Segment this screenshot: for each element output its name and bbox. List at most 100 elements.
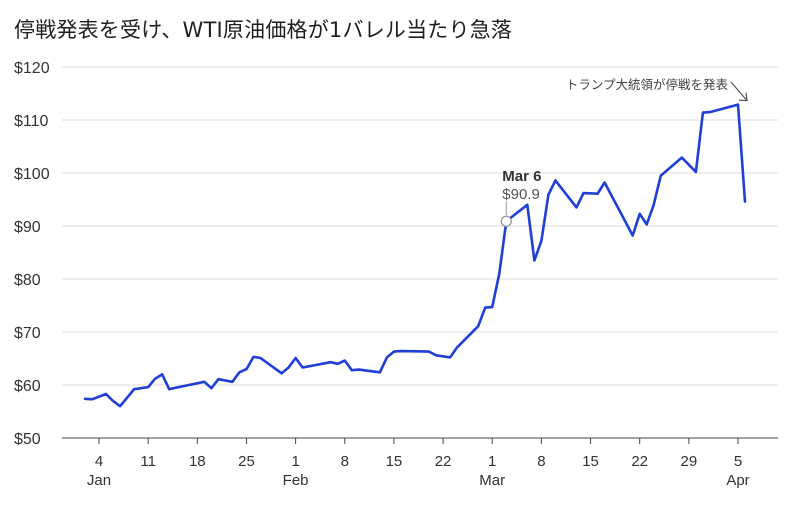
data-point [582,192,585,195]
data-point [329,361,332,364]
data-point [400,350,402,352]
x-tick-label: 18 [189,453,206,470]
data-point [456,346,459,349]
data-point [680,156,683,159]
data-point [498,272,501,275]
y-tick-label: $110 [14,113,49,130]
data-point [91,398,93,401]
grid-lines [62,66,778,439]
data-point [449,356,451,359]
data-point [238,371,241,374]
chart-title: 停戦発表を受け、WTI原油価格が1バレル当たり急落 [14,18,513,42]
y-tick-label: $90 [14,219,41,236]
data-point [596,192,599,195]
data-point [105,393,107,395]
x-tick-label: 15 [582,453,599,470]
x-tick-label: 15 [386,453,403,470]
month-label: Mar [479,472,505,489]
data-point [393,350,395,353]
y-tick-label: $70 [14,325,41,342]
data-point [484,306,487,309]
data-point [547,193,550,196]
data-point [154,377,157,380]
data-point [701,111,704,114]
data-point [133,388,136,391]
data-point [491,306,494,308]
data-point [350,369,353,372]
x-tick-label: 22 [435,453,452,470]
data-point [112,400,114,402]
data-point [603,181,606,184]
annotation-arrow-line [730,81,748,102]
data-point [210,387,213,390]
x-tick-label: 1 [291,453,299,470]
month-label: Apr [726,472,749,489]
x-tick-label: 8 [537,453,545,470]
data-point [231,380,234,383]
x-tick-label: 5 [734,453,742,470]
data-point [217,378,220,381]
month-label: Jan [87,472,111,489]
data-point [252,356,255,358]
x-tick-label: 8 [341,453,349,470]
ceasefire-annotation: トランプ大統領が停戦を発表 [566,77,729,92]
data-point [744,200,746,203]
y-axis-tick-labels: $120 $110 $100 $90 $80 $70 $60 $50 [14,60,50,448]
x-tick-label: 4 [95,453,103,470]
data-point [645,223,648,226]
y-tick-label: $100 [14,166,50,183]
x-tick-label: 25 [238,453,255,470]
data-point [301,366,304,369]
x-tick-label: 29 [681,453,698,470]
data-point [428,350,430,353]
series-line [83,103,747,408]
x-tick-label: 22 [631,453,648,470]
y-tick-label: $60 [14,378,41,395]
data-point [631,234,634,237]
data-point [709,111,711,113]
month-label: Feb [283,472,309,489]
data-point [526,203,529,206]
data-point [280,372,283,375]
x-tick-label: 11 [140,453,156,470]
data-point [477,325,480,328]
data-point [287,366,290,369]
data-point [119,405,121,408]
data-point [533,259,536,262]
data-point [175,386,178,389]
data-point [540,239,543,242]
data-point [336,362,339,365]
annotation-arrow-head [738,92,748,102]
data-point [435,354,437,357]
data-point [168,388,171,391]
data-point [357,368,360,371]
series-layer [83,103,747,408]
data-point [203,380,206,383]
highlight-point-marker [500,215,512,227]
data-point [737,103,739,106]
data-point [554,179,557,182]
data-point [259,357,262,359]
data-point [161,373,164,376]
data-point [84,397,86,400]
annotation-value-label: $90.9 [502,186,540,203]
y-tick-label: $50 [14,431,41,448]
data-point [343,359,346,362]
data-point [652,203,655,206]
annotation-date-label: Mar 6 [502,168,541,185]
data-point [245,368,248,370]
data-point [638,212,641,215]
data-point [294,357,297,359]
y-tick-label: $80 [14,272,41,289]
y-tick-label: $120 [14,60,50,77]
data-point [386,356,388,359]
data-point [694,171,697,173]
data-point [659,174,662,177]
data-point [378,371,381,374]
data-point [147,386,150,389]
x-tick-label: 1 [488,453,496,470]
annotations: Mar 6$90.9 トランプ大統領が停戦を発表 [500,77,748,227]
data-point [575,206,578,209]
